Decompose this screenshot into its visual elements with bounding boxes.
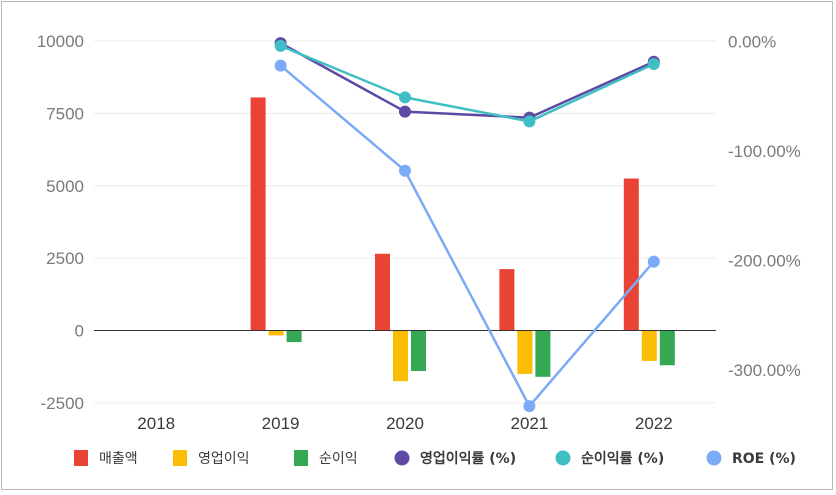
right-axis: 0.00% -100.00% -200.00% -300.00% [728,33,801,381]
x-tick-label: 2019 [262,414,300,433]
line-ROE (%)[interactable] [279,64,655,408]
point-순이익률 (%)[interactable] [523,115,536,128]
grid-lines [94,40,716,404]
left-tick-label: 0 [75,322,84,341]
legend-label: ROE (%) [732,451,796,467]
bar-매출액-2019[interactable] [250,97,266,331]
legend-swatch [294,450,308,466]
bar-영업이익-2020[interactable] [393,330,408,382]
legend-label: 매출액 [99,451,138,467]
right-tick-label: -100.00% [728,142,801,161]
legend-label: 순이익 [319,451,358,467]
line-순이익률 (%)[interactable] [280,44,655,123]
left-tick-label: -2500 [41,394,84,413]
bar-매출액-2022[interactable] [623,178,639,331]
point-ROE (%)[interactable] [523,400,536,413]
bar-매출액-2020[interactable] [375,253,390,331]
legend-item[interactable]: 영업이익 [173,450,250,467]
legend-swatch [394,450,410,466]
left-tick-label: 10000 [37,32,84,51]
point-ROE (%)[interactable] [399,164,411,177]
bar-순이익-2019[interactable] [286,330,302,343]
x-tick-label: 2020 [386,414,424,433]
legend-item[interactable]: 순이익률 (%) [555,450,665,467]
bar-매출액-2021[interactable] [499,269,515,331]
legend-item[interactable]: 영업이익률 (%) [394,450,517,467]
legend-swatch [173,450,187,466]
left-tick-label: 2500 [46,249,84,268]
right-tick-label: -300.00% [728,361,801,380]
bar-순이익-2021[interactable] [535,330,551,377]
legend-swatch [706,450,722,466]
right-tick-label: 0.00% [728,33,776,52]
bar-순이익-2020[interactable] [411,330,426,372]
point-순이익률 (%)[interactable] [647,57,660,70]
legend-swatch [74,450,88,466]
legend-label: 순이익률 (%) [581,450,664,467]
left-tick-label: 5000 [46,177,84,196]
left-tick-label: 7500 [46,104,84,123]
legend: 매출액 영업이익 순이익 영업이익률 (%) 순이익률 (%) ROE (%) [74,450,796,467]
x-tick-label: 2022 [635,414,673,433]
legend-item[interactable]: 매출액 [74,450,138,467]
legend-item[interactable]: 순이익 [294,450,358,467]
point-영업이익률 (%)[interactable] [399,105,411,118]
lines [274,37,660,413]
legend-label: 영업이익률 (%) [420,450,516,467]
x-tick-label: 2021 [510,414,548,433]
bar-영업이익-2021[interactable] [517,330,533,374]
left-axis: 10000 7500 5000 2500 0 -2500 [37,32,84,413]
point-ROE (%)[interactable] [274,59,287,72]
point-순이익률 (%)[interactable] [274,39,287,52]
bars [250,97,675,382]
bar-영업이익-2022[interactable] [641,330,657,361]
point-ROE (%)[interactable] [647,255,660,268]
legend-item[interactable]: ROE (%) [706,450,796,468]
x-axis: 2018 2019 2020 2021 2022 [137,414,672,433]
right-tick-label: -200.00% [728,252,801,271]
legend-swatch [555,450,571,466]
bar-순이익-2022[interactable] [659,330,675,366]
x-tick-label: 2018 [137,414,175,433]
line-영업이익률 (%)[interactable] [279,42,655,119]
legend-label: 영업이익 [198,451,250,467]
point-순이익률 (%)[interactable] [399,91,411,104]
bar-영업이익-2019[interactable] [268,330,284,336]
